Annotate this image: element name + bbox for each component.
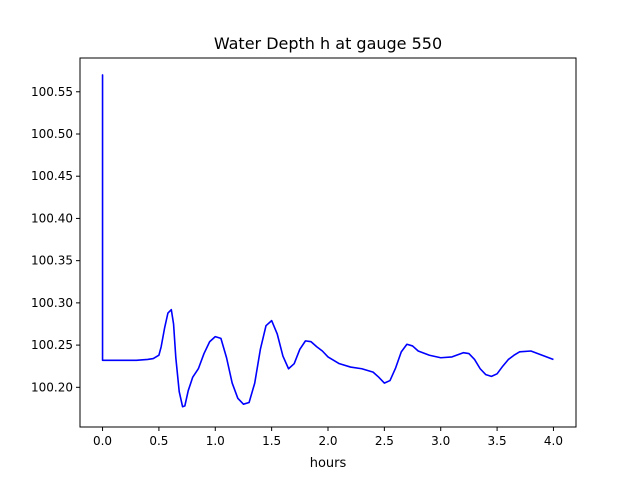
chart-title: Water Depth h at gauge 550: [214, 34, 442, 53]
y-tick-label: 100.55: [31, 85, 73, 99]
y-tick-label: 100.40: [31, 211, 73, 225]
y-tick-label: 100.35: [31, 254, 73, 268]
x-tick-label: 2.5: [375, 434, 394, 448]
x-tick-label: 2.0: [318, 434, 337, 448]
y-tick-label: 100.30: [31, 296, 73, 310]
y-tick-label: 100.25: [31, 338, 73, 352]
x-axis-label: hours: [310, 456, 347, 471]
x-tick-label: 0.5: [149, 434, 168, 448]
y-tick-label: 100.45: [31, 169, 73, 183]
y-tick-label: 100.50: [31, 127, 73, 141]
y-tick-label: 100.20: [31, 380, 73, 394]
plot-area: [101, 74, 554, 408]
x-tick-label: 0.0: [93, 434, 112, 448]
x-tick-label: 1.0: [206, 434, 225, 448]
x-tick-label: 3.0: [431, 434, 450, 448]
series-line-0: [101, 74, 554, 408]
x-tick-label: 1.5: [262, 434, 281, 448]
x-tick-label: 4.0: [544, 434, 563, 448]
x-tick-label: 3.5: [488, 434, 507, 448]
